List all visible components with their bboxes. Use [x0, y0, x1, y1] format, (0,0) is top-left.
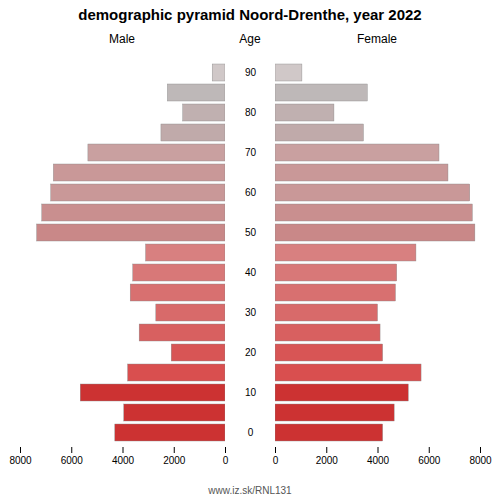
html-text:Male: Male: [109, 32, 135, 46]
html-text:demographic pyramid Noord-Dren: demographic pyramid Noord-Drenthe, year …: [78, 6, 422, 23]
html-text:www.iz.sk/RNL131: www.iz.sk/RNL131: [208, 485, 292, 496]
svg-text:4000: 4000: [367, 455, 390, 466]
svg-text:2000: 2000: [316, 455, 339, 466]
svg-text:80: 80: [245, 107, 257, 118]
svg-text:4000: 4000: [112, 455, 135, 466]
html-text:Female: Female: [357, 32, 397, 46]
svg-text:2000: 2000: [163, 455, 186, 466]
svg-text:90: 90: [245, 67, 257, 78]
svg-text:20: 20: [245, 347, 257, 358]
svg-text:0: 0: [248, 427, 254, 438]
svg-text:8000: 8000: [469, 455, 492, 466]
svg-text:70: 70: [245, 147, 257, 158]
svg-text:6000: 6000: [418, 455, 441, 466]
svg-text:40: 40: [245, 267, 257, 278]
svg-text:50: 50: [245, 227, 257, 238]
svg-text:30: 30: [245, 307, 257, 318]
svg-text:10: 10: [245, 387, 257, 398]
svg-text:6000: 6000: [61, 455, 84, 466]
svg-text:60: 60: [245, 187, 257, 198]
svg-text:0: 0: [273, 455, 279, 466]
svg-text:0: 0: [223, 455, 229, 466]
svg-text:8000: 8000: [9, 455, 32, 466]
html-text:Age: Age: [239, 32, 261, 46]
